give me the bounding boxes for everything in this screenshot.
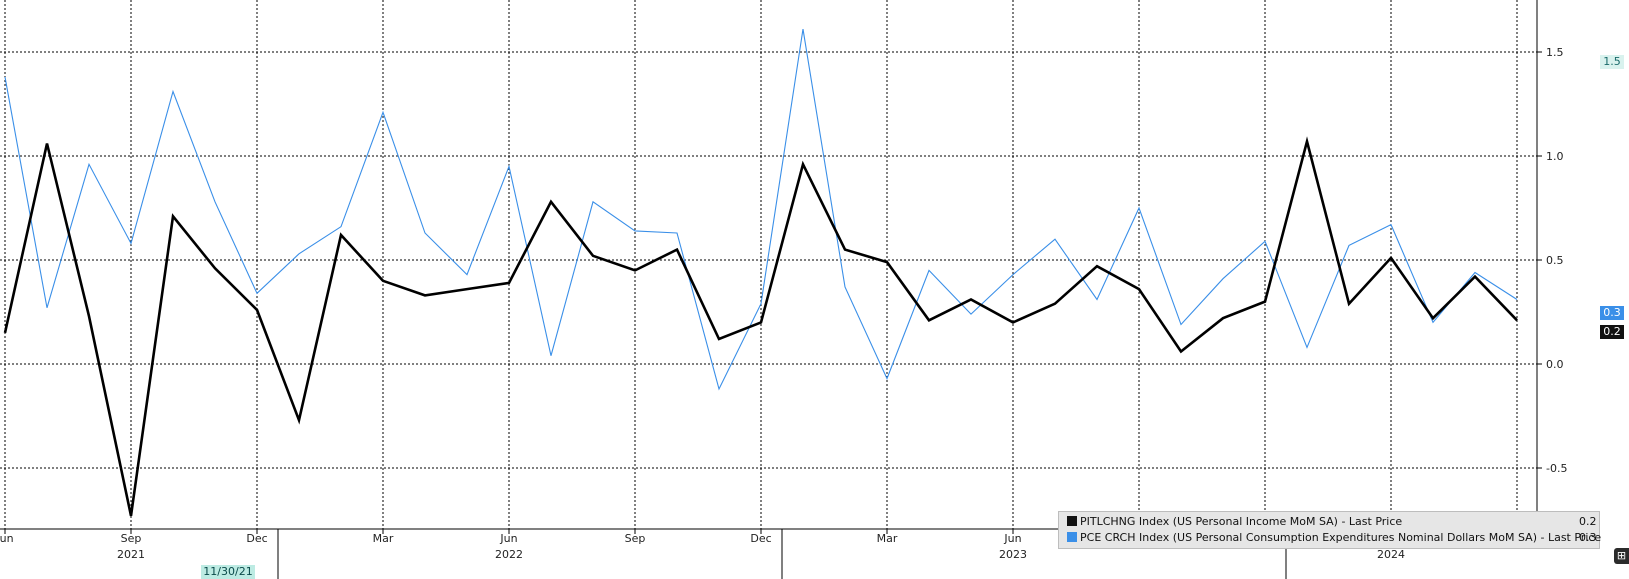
chart-grid bbox=[0, 0, 1538, 530]
legend-value: 0.2 bbox=[1579, 515, 1597, 528]
chart-legend: PITLCHNG Index (US Personal Income MoM S… bbox=[1058, 511, 1601, 549]
series-line-personal-income bbox=[3, 136, 1518, 517]
legend-entry-pce: PCE CRCH Index (US Personal Consumption … bbox=[1067, 531, 1601, 545]
y-tick-label: 0.5 bbox=[1546, 254, 1564, 267]
y-tick-label: 1.5 bbox=[1546, 46, 1564, 59]
legend-value: 0.3 bbox=[1579, 531, 1597, 544]
x-tick-label: Dec bbox=[246, 532, 267, 545]
chart-series bbox=[3, 29, 1518, 517]
legend-swatch bbox=[1067, 532, 1077, 542]
last-tick-badge: 1.5 bbox=[1600, 55, 1624, 69]
x-tick-label: Jun bbox=[0, 532, 14, 545]
x-tick-label: Sep bbox=[121, 532, 142, 545]
expand-panel-button[interactable]: ⊞ bbox=[1614, 548, 1629, 564]
legend-label: PCE CRCH Index (US Personal Consumption … bbox=[1080, 531, 1602, 544]
x-year-label: 2024 bbox=[1377, 548, 1405, 561]
x-tick-label: Jun bbox=[1003, 532, 1021, 545]
y-tick-label: -0.5 bbox=[1546, 462, 1567, 475]
x-tick-label: Mar bbox=[373, 532, 394, 545]
x-tick-label: Jun bbox=[499, 532, 517, 545]
x-tick-label: Mar bbox=[877, 532, 898, 545]
y-axis: 1.5 1.0 0.5 0.0 -0.5 bbox=[1537, 46, 1567, 475]
crosshair-date-label: 11/30/21 bbox=[201, 565, 255, 579]
pce-last-value-badge: 0.3 bbox=[1600, 306, 1624, 320]
x-tick-label: Dec bbox=[750, 532, 771, 545]
x-year-label: 2022 bbox=[495, 548, 523, 561]
income-last-value-badge: 0.2 bbox=[1600, 325, 1624, 339]
x-year-label: 2023 bbox=[999, 548, 1027, 561]
y-tick-label: 1.0 bbox=[1546, 150, 1564, 163]
legend-swatch bbox=[1067, 516, 1077, 526]
y-tick-label: 0.0 bbox=[1546, 358, 1564, 371]
x-tick-label: Sep bbox=[625, 532, 646, 545]
x-year-label: 2021 bbox=[117, 548, 145, 561]
legend-label: PITLCHNG Index (US Personal Income MoM S… bbox=[1080, 515, 1403, 528]
series-line-pce bbox=[4, 29, 1518, 391]
legend-entry-income: PITLCHNG Index (US Personal Income MoM S… bbox=[1067, 515, 1597, 529]
